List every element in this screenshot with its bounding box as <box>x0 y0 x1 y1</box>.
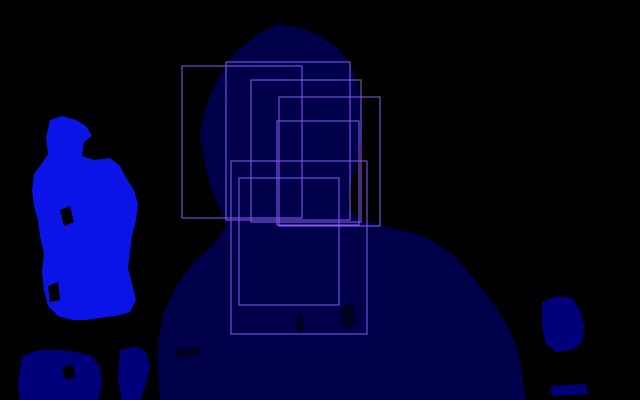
left-blob-mask <box>32 116 138 320</box>
person-mask <box>158 24 526 400</box>
bottom-left-blob-hole <box>62 364 76 380</box>
detection-box[interactable] <box>238 177 340 306</box>
detection-boxes <box>181 61 381 335</box>
detection-box[interactable] <box>225 61 351 221</box>
person-shadow-2 <box>296 312 304 334</box>
detection-box[interactable] <box>230 160 368 335</box>
left-blob-hole-1 <box>60 206 74 226</box>
right-bottom-sliver <box>550 384 588 396</box>
left-blob-hole-2 <box>48 282 60 302</box>
bottom-left-blob-mask-2 <box>118 346 150 400</box>
detection-box[interactable] <box>181 65 303 219</box>
detection-box[interactable] <box>250 79 362 223</box>
person-shadow-1 <box>340 300 356 330</box>
bottom-left-blob-mask <box>18 350 102 400</box>
person-shadow-3 <box>176 346 200 358</box>
detection-box[interactable] <box>276 120 360 226</box>
right-small-blob-mask <box>542 296 584 352</box>
